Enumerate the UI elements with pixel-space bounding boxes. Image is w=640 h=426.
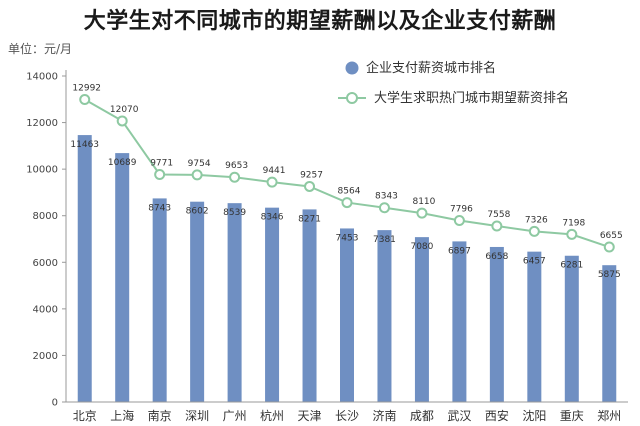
line-point [378,202,390,214]
y-tick-label: 10000 [26,165,58,176]
line-value-label: 8110 [412,197,435,207]
line-value-label: 6655 [600,231,623,241]
line-value-label: 12992 [72,83,101,93]
line-point [229,171,241,183]
line-value-label: 8564 [338,187,361,197]
bar [340,228,354,402]
line-point [154,168,166,180]
bar-value-label: 8539 [223,208,246,218]
bar [115,153,130,402]
bar [302,209,317,402]
line-value-label: 9754 [188,159,211,169]
y-tick-label: 14000 [26,72,58,83]
bar-value-label: 6457 [523,257,546,267]
x-tick-label: 武汉 [447,409,471,423]
x-tick-label: 广州 [223,409,247,423]
bar [527,251,542,402]
line-value-label: 9441 [263,166,286,176]
legend-line-marker [346,92,358,104]
legend-line-label: 大学生求职热门城市期望薪资排名 [374,90,569,106]
bar [227,203,242,402]
legend-bar-label: 企业支付薪资城市排名 [366,60,496,76]
line-point [266,176,278,188]
bar-value-label: 7453 [336,233,359,243]
line-value-label: 7558 [487,210,510,220]
data-labels: 11463 10689 8743 8602 8539 8346 8271 7453 7381 70… [70,83,622,280]
line-point [566,228,578,240]
x-tick-label: 南京 [148,408,172,423]
x-tick-label: 郑州 [597,408,621,423]
line-point [191,169,203,181]
x-tick-label: 杭州 [260,408,284,423]
bar [452,241,467,402]
bar [414,237,429,402]
line-value-label: 9257 [300,170,323,180]
bar-value-label: 6658 [485,252,508,262]
unit-label: 单位：元/月 [8,42,73,56]
y-tick-label: 6000 [33,258,58,269]
x-tick-label: 天津 [298,409,322,423]
x-tick-label: 沈阳 [522,408,546,423]
bar [77,135,92,402]
chart-title: 大学生对不同城市的期望薪酬以及企业支付薪酬 [83,9,557,34]
legend-bar-marker [345,61,359,75]
bar-value-label: 11463 [70,140,99,150]
y-axis: 0 2000 4000 6000 8000 10000 12000 14000 [26,70,67,409]
line-point [416,207,428,219]
line-value-label: 12070 [110,105,139,115]
x-tick-label: 长沙 [335,409,359,423]
bar-value-label: 7080 [410,242,433,252]
x-tick-label: 上海 [110,408,134,423]
bar-value-label: 8743 [148,203,171,213]
bar-value-label: 8346 [261,213,284,223]
bar-value-label: 8602 [186,207,209,217]
bar-value-label: 10689 [108,158,137,168]
y-tick-label: 12000 [26,118,58,129]
line-value-label: 9771 [150,158,173,168]
bar [489,246,504,402]
bar-value-label: 8271 [298,214,321,224]
line-value-label: 7326 [525,215,548,225]
y-tick-label: 2000 [33,351,58,362]
y-tick-label: 0 [52,398,58,409]
line-point [491,220,503,232]
x-tick-label: 济南 [372,408,396,423]
line-value-label: 7796 [450,204,473,214]
line-point [453,214,465,226]
line-value-label: 9653 [225,161,248,171]
x-tick-label: 西安 [485,408,509,423]
line-point [341,197,353,209]
bar-value-label: 6897 [448,246,471,256]
bar [377,230,392,402]
y-tick-label: 8000 [33,211,58,222]
x-tick-label: 重庆 [560,409,584,423]
line-point [304,180,316,192]
bar-value-label: 6281 [560,261,583,271]
bar [152,198,167,402]
x-tick-label: 成都 [410,409,434,423]
bar [564,255,579,402]
line-value-label: 7198 [562,218,585,228]
line-point [79,93,91,105]
x-tick-label: 北京 [73,409,97,423]
bar-series [77,135,617,402]
bar-value-label: 7381 [373,235,396,245]
bar [602,265,617,402]
line-point [528,225,540,237]
y-tick-label: 4000 [33,304,58,315]
line-point [603,241,615,253]
x-axis: 北京 上海 南京 深圳 广州 杭州 天津 长沙 济南 成都 武汉 西安 沈阳 重庆 郑州 [66,401,628,423]
line-point [116,115,128,127]
line-value-label: 8343 [375,192,398,202]
line-series [79,93,615,253]
x-tick-label: 深圳 [185,409,209,423]
bar [265,207,280,402]
bar [190,201,205,402]
bar-value-label: 5875 [598,270,621,280]
